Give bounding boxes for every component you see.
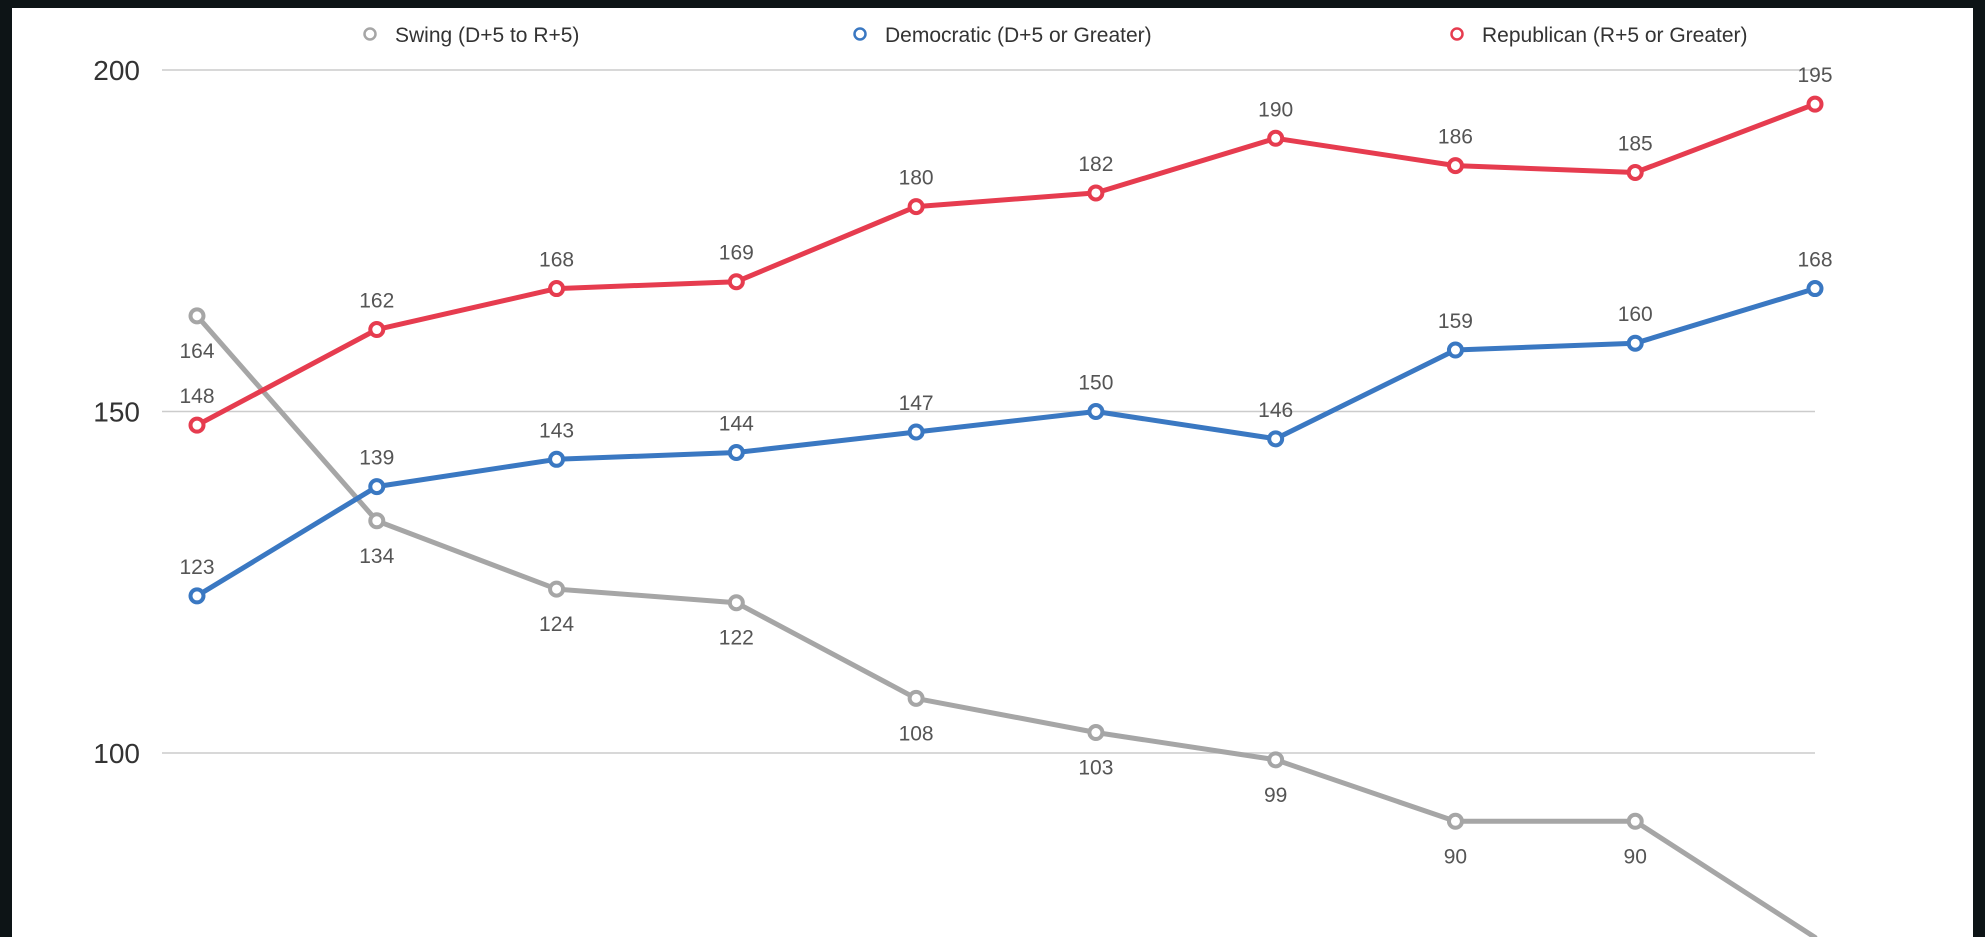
data-point-democratic bbox=[1087, 403, 1105, 420]
data-point-democratic bbox=[1626, 334, 1644, 352]
data-label-democratic: 150 bbox=[1078, 372, 1113, 395]
data-label-democratic: 168 bbox=[1797, 249, 1832, 272]
y-axis: 100 150 200 bbox=[93, 55, 140, 769]
data-label-swing: 90 bbox=[1444, 845, 1467, 868]
data-label-republican: 180 bbox=[899, 167, 934, 190]
data-label-democratic: 144 bbox=[719, 412, 754, 435]
data-label-democratic: 159 bbox=[1438, 310, 1473, 333]
data-label-democratic: 143 bbox=[539, 419, 574, 442]
data-labels: 164 134 124 122 108 103 99 90 90 123 139 143 144 147 1… bbox=[179, 64, 1832, 868]
data-point-republican bbox=[1267, 129, 1285, 147]
data-label-swing: 103 bbox=[1078, 757, 1113, 780]
data-label-democratic: 139 bbox=[359, 447, 394, 470]
data-label-swing: 134 bbox=[359, 545, 394, 568]
data-label-swing: 108 bbox=[899, 722, 934, 745]
data-label-swing: 90 bbox=[1624, 845, 1647, 868]
data-point-republican bbox=[1446, 157, 1464, 175]
series-lines bbox=[194, 101, 1818, 937]
series-line-democratic bbox=[194, 286, 1818, 599]
data-point-republican bbox=[1806, 95, 1824, 113]
data-point-swing bbox=[727, 594, 745, 612]
data-point-republican bbox=[188, 416, 206, 434]
data-label-republican: 190 bbox=[1258, 98, 1293, 121]
legend-marker-republican bbox=[1450, 27, 1464, 41]
y-tick-label: 100 bbox=[93, 738, 140, 769]
legend-label-democratic: Democratic (D+5 or Greater) bbox=[885, 24, 1152, 47]
data-point-swing bbox=[1087, 724, 1105, 742]
data-label-republican: 185 bbox=[1618, 132, 1653, 155]
data-point-democratic bbox=[368, 478, 386, 496]
series-points bbox=[188, 95, 1824, 830]
data-point-republican bbox=[907, 198, 925, 216]
data-point-swing bbox=[188, 307, 206, 325]
data-point-republican bbox=[727, 273, 745, 291]
legend-label-republican: Republican (R+5 or Greater) bbox=[1482, 24, 1748, 47]
data-point-swing bbox=[1626, 812, 1644, 830]
data-label-swing: 122 bbox=[719, 627, 754, 650]
data-point-republican bbox=[368, 321, 386, 339]
legend-label-swing: Swing (D+5 to R+5) bbox=[395, 24, 579, 47]
data-label-democratic: 160 bbox=[1618, 303, 1653, 326]
data-point-swing bbox=[907, 689, 925, 707]
data-label-democratic: 146 bbox=[1258, 399, 1293, 422]
data-label-republican: 169 bbox=[719, 242, 754, 265]
data-label-swing: 124 bbox=[539, 613, 574, 636]
data-label-democratic: 147 bbox=[899, 392, 934, 415]
data-label-republican: 186 bbox=[1438, 126, 1473, 149]
data-point-democratic bbox=[548, 450, 566, 468]
data-label-swing: 164 bbox=[179, 340, 214, 363]
data-point-swing bbox=[368, 512, 386, 530]
data-point-republican bbox=[1626, 163, 1644, 181]
data-label-swing: 99 bbox=[1264, 784, 1287, 807]
data-point-swing bbox=[1267, 751, 1285, 769]
data-point-swing bbox=[1446, 812, 1464, 830]
data-point-republican bbox=[548, 280, 566, 298]
series-line-republican bbox=[194, 101, 1818, 428]
line-chart: Swing (D+5 to R+5) Democratic (D+5 or Gre… bbox=[93, 24, 1833, 937]
chart-frame: Swing (D+5 to R+5) Democratic (D+5 or Gre… bbox=[12, 8, 1973, 937]
data-point-democratic bbox=[188, 587, 206, 605]
y-tick-label: 150 bbox=[93, 397, 140, 428]
data-label-republican: 182 bbox=[1078, 153, 1113, 176]
legend: Swing (D+5 to R+5) Democratic (D+5 or Gre… bbox=[363, 24, 1748, 47]
data-point-democratic bbox=[1806, 280, 1824, 298]
data-point-democratic bbox=[1446, 341, 1464, 359]
legend-marker-democratic bbox=[853, 27, 867, 41]
y-tick-label: 200 bbox=[93, 55, 140, 86]
data-point-republican bbox=[1087, 184, 1105, 202]
data-point-democratic bbox=[727, 443, 745, 461]
data-label-republican: 162 bbox=[359, 290, 394, 313]
data-point-swing bbox=[548, 580, 566, 598]
data-point-democratic bbox=[907, 423, 925, 441]
data-label-republican: 195 bbox=[1797, 64, 1832, 87]
data-label-republican: 148 bbox=[179, 385, 214, 408]
gridlines bbox=[162, 69, 1815, 754]
data-label-republican: 168 bbox=[539, 249, 574, 272]
legend-marker-swing bbox=[363, 27, 377, 41]
data-label-democratic: 123 bbox=[179, 556, 214, 579]
series-line-swing bbox=[194, 313, 1818, 937]
data-point-democratic bbox=[1267, 430, 1285, 448]
